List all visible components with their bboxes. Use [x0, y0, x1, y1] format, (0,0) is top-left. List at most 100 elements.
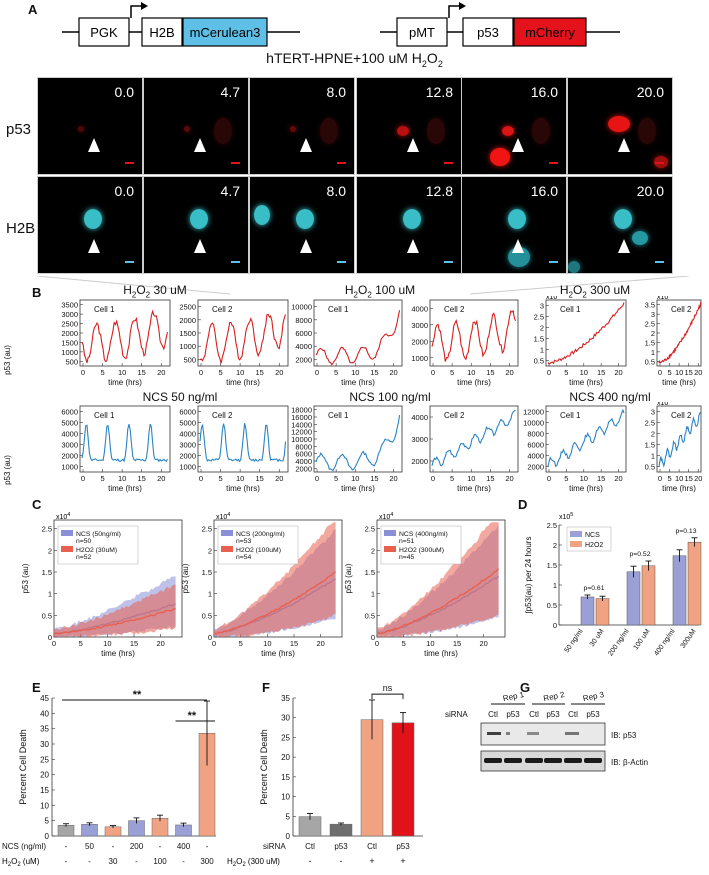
arrowhead-icon	[407, 239, 419, 253]
tick-label: 10	[351, 368, 359, 377]
tick-label: 40	[40, 709, 49, 718]
legend-swatch-h2o2	[221, 546, 233, 552]
category-label-ncs: 200 ng/ml	[607, 628, 631, 658]
row1-title-300um: H2O2 300 uM	[559, 283, 631, 300]
tick-label: 10	[467, 368, 475, 377]
tick-label: 35	[40, 725, 49, 734]
tick-label: 5	[334, 368, 338, 377]
tick-label: 20	[505, 474, 513, 483]
tick-label: 2000	[179, 452, 196, 461]
tick-label: 2000	[179, 316, 196, 325]
tick-label: 0	[315, 474, 319, 483]
tick-label: 35	[281, 694, 290, 703]
band	[584, 758, 602, 763]
tick-label: 3000	[61, 441, 78, 450]
tick-label: 5	[334, 474, 338, 483]
tick-label: 20	[275, 368, 283, 377]
row2-plot-0: 1000 2000 3000 4000 5000 6000 0 5 10 15 20 time (hr…	[61, 405, 171, 493]
tick-label: 0.5	[534, 357, 544, 366]
tick-label: 2.5	[645, 320, 655, 329]
tick-label: 1.5	[365, 568, 375, 577]
tick-label: 0	[199, 474, 203, 483]
tick-label: 2000	[295, 355, 312, 364]
bar-1	[81, 824, 98, 837]
timepoint-label: 0.0	[114, 84, 134, 100]
arrowhead-icon	[194, 138, 206, 152]
tick-label: 4000	[411, 413, 428, 422]
trace-line	[315, 415, 401, 472]
cell-nucleus	[184, 126, 190, 132]
tick-label: 15	[685, 368, 693, 377]
tick-label: 15	[597, 368, 605, 377]
tick-label: 5	[402, 639, 406, 648]
blot1-label: IB: p53	[611, 731, 637, 740]
h2b-frame-2: 8.0	[249, 176, 355, 274]
exponent-label: x104	[657, 402, 671, 407]
sirna-value: p53	[396, 842, 410, 851]
x-axis-label: time (hrs)	[457, 378, 491, 387]
h2o2-value: +	[400, 856, 405, 866]
x-axis-label: time (hrs)	[569, 484, 603, 493]
tick-label: 1	[208, 590, 212, 599]
timepoint-label: 4.7	[220, 84, 240, 100]
row2-plot-3: 2000 3000 4000 0 5 10 15 20 time (hrs) Cell 2	[411, 405, 519, 493]
legend-swatch-h2o2	[570, 541, 582, 547]
tick-label: 18000	[291, 406, 312, 415]
tick-label: 2.5	[202, 525, 212, 534]
plot-frame	[545, 299, 627, 367]
row2-plot-2: 2000400060008000100001200014000160001800…	[291, 405, 403, 493]
tick-label: 1000	[179, 342, 196, 351]
legend-swatch-ncs	[384, 530, 396, 536]
scale-bar	[655, 162, 664, 164]
tick-label: 5	[218, 368, 222, 377]
tick-label: 1500	[61, 338, 78, 347]
legend-ncs-label: NCS (50ng/ml)	[76, 531, 121, 538]
tick-label: 6000	[295, 329, 312, 338]
tick-label: 0	[547, 474, 551, 483]
tick-label: 1.5	[534, 335, 544, 344]
x-axis-label: time (hrs)	[108, 378, 142, 387]
legend-h2o2-n: n=54	[236, 554, 252, 561]
category-label-h2o2: 30 uM	[589, 628, 606, 648]
tick-label: 12000	[523, 408, 544, 417]
trace-line	[547, 408, 625, 467]
tick-label: 5	[564, 474, 568, 483]
row2-title-1: NCS 100 ng/ml	[349, 390, 431, 404]
timepoint-label: 20.0	[636, 183, 664, 199]
trace-line	[199, 423, 287, 463]
x-axis-label: time (hrs)	[226, 484, 260, 493]
legend-h2o2-label: H2O2	[585, 542, 603, 549]
cell-nucleus	[490, 148, 510, 166]
bar-ncs-1	[626, 571, 641, 626]
trace-line	[81, 309, 169, 364]
cell-nucleus	[397, 126, 409, 136]
tick-label: 15	[370, 474, 378, 483]
legend-h2o2-label: H2O2 (300uM)	[399, 547, 444, 554]
legend-ncs-n: n=51	[399, 538, 415, 545]
tick-label: 3000	[179, 441, 196, 450]
tick-label: 0	[375, 639, 379, 648]
construct2-pmt: pMT	[409, 25, 435, 40]
tick-label: 0.5	[365, 611, 375, 620]
tick-label: 15	[256, 474, 264, 483]
band	[527, 732, 539, 735]
ncs-value: -	[159, 842, 162, 851]
confidence-band	[54, 584, 176, 637]
band	[564, 758, 582, 763]
cell-label: Cell 2	[444, 411, 465, 420]
tick-label: 0	[658, 474, 662, 483]
sirna-row-label: siRNA	[263, 842, 286, 851]
tick-label: 1	[553, 581, 557, 590]
tick-label: 25	[40, 755, 49, 764]
tick-label: 3	[540, 302, 544, 311]
trace-line	[315, 310, 401, 366]
tick-label: 0	[315, 368, 319, 377]
cell-nucleus	[296, 209, 314, 229]
tick-label: 20	[614, 474, 622, 483]
construct1-h2b: H2B	[149, 25, 174, 40]
bar-ncs-0	[580, 596, 595, 626]
panel-d-chart: x105 0 0.5 1 1.5 2 2.5 ∫p53(au) per 24 hours p=0…	[524, 512, 702, 658]
tick-label: 5	[100, 368, 104, 377]
tick-label: 1500	[179, 329, 196, 338]
